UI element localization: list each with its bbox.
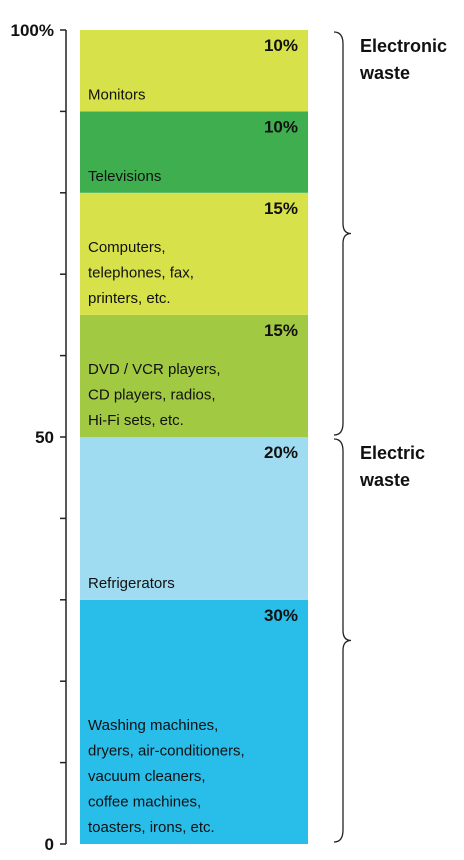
group-label: Electronic	[360, 36, 447, 56]
group-label: waste	[359, 470, 410, 490]
bar-segment	[80, 437, 308, 600]
segment-category-label: toasters, irons, etc.	[88, 819, 215, 836]
segment-percent-label: 15%	[264, 321, 298, 340]
segment-category-label: Monitors	[88, 86, 146, 103]
segment-category-label: Washing machines,	[88, 717, 218, 734]
segment-percent-label: 10%	[264, 36, 298, 55]
segment-category-label: Computers,	[88, 239, 166, 256]
group-label: Electric	[360, 443, 425, 463]
segment-percent-label: 20%	[264, 443, 298, 462]
segment-category-label: Televisions	[88, 168, 161, 185]
segment-percent-label: 10%	[264, 117, 298, 136]
bar-segment	[80, 192, 308, 315]
segment-percent-label: 15%	[264, 199, 298, 218]
segment-category-label: Refrigerators	[88, 575, 175, 592]
group-label: waste	[359, 63, 410, 83]
bar-segment	[80, 111, 308, 193]
segment-category-label: Hi-Fi sets, etc.	[88, 412, 184, 429]
bar-segment	[80, 599, 308, 844]
group-brace	[333, 31, 352, 436]
bar-segment	[80, 314, 308, 437]
segment-category-label: coffee machines,	[88, 794, 201, 811]
y-tick-label: 100%	[11, 21, 54, 40]
segment-category-label: DVD / VCR players,	[88, 361, 221, 378]
segment-category-label: printers, etc.	[88, 290, 171, 307]
segment-percent-label: 30%	[264, 606, 298, 625]
segment-category-label: dryers, air-conditioners,	[88, 743, 245, 760]
y-tick-label: 0	[45, 835, 54, 854]
segment-category-label: vacuum cleaners,	[88, 768, 206, 785]
bar-segment	[80, 30, 308, 112]
group-brace	[333, 438, 352, 843]
y-tick-label: 50	[35, 428, 54, 447]
segment-category-label: CD players, radios,	[88, 387, 216, 404]
segment-category-label: telephones, fax,	[88, 264, 194, 281]
